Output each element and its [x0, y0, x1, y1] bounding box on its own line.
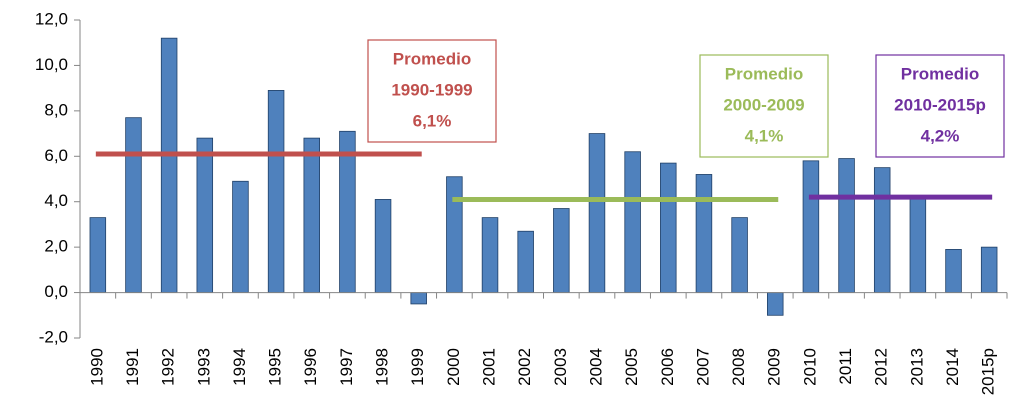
x-tick-label: 2013 — [907, 348, 926, 386]
bar — [125, 117, 142, 293]
annotation-text: 4,1% — [745, 126, 784, 145]
y-tick-label: 10,0 — [35, 55, 68, 74]
x-tick-label: 1995 — [266, 348, 285, 386]
x-tick-label: 2010 — [800, 348, 819, 386]
x-tick-label: 2015p — [979, 348, 998, 395]
bar — [945, 249, 962, 293]
y-tick-label: 2,0 — [44, 237, 68, 256]
x-tick-label: 2014 — [943, 348, 962, 386]
bar — [909, 196, 927, 293]
x-tick-label: 1991 — [123, 348, 142, 386]
x-tick-label: 2006 — [658, 348, 677, 386]
x-tick-label: 1999 — [408, 348, 427, 386]
x-tick-label: 1993 — [194, 348, 213, 386]
bar — [838, 158, 855, 293]
x-tick-label: 2009 — [765, 348, 784, 386]
annotation-text: Promedio — [393, 49, 471, 68]
bar — [89, 217, 107, 293]
y-tick-label: 4,0 — [44, 191, 68, 210]
x-tick-label: 2007 — [693, 348, 712, 386]
x-tick-label: 2002 — [515, 348, 534, 386]
x-tick-label: 1994 — [230, 348, 249, 386]
bar — [660, 162, 677, 293]
bar — [267, 90, 285, 293]
x-tick-label: 2012 — [872, 348, 891, 386]
x-tick-label: 1997 — [337, 348, 356, 386]
y-tick-label: 12,0 — [35, 9, 68, 28]
bar — [588, 133, 606, 293]
bar — [160, 37, 178, 293]
bar — [517, 230, 534, 293]
annotation-text: 2000-2009 — [723, 95, 804, 114]
annotation-box — [367, 39, 497, 143]
bar — [802, 160, 820, 293]
x-tick-label: 1990 — [87, 348, 106, 386]
annotation-box — [875, 54, 1005, 158]
annotation-box — [699, 54, 829, 158]
bar — [695, 174, 713, 293]
y-tick-label: -2,0 — [39, 327, 68, 346]
annotation-text: 6,1% — [413, 111, 452, 130]
bar — [731, 217, 748, 293]
bar — [553, 208, 570, 293]
bar — [873, 167, 891, 293]
bar — [481, 217, 499, 293]
bar — [303, 137, 320, 293]
x-tick-label: 2000 — [444, 348, 463, 386]
x-tick-label: 1992 — [159, 348, 178, 386]
x-tick-label: 1996 — [301, 348, 320, 386]
bar — [232, 180, 249, 293]
bar — [980, 246, 998, 293]
annotation-text: 4,2% — [921, 126, 960, 145]
annotation-text: Promedio — [901, 64, 979, 83]
x-tick-label: 2001 — [480, 348, 499, 386]
y-tick-label: 0,0 — [44, 282, 68, 301]
bar — [196, 137, 214, 293]
y-tick-label: 8,0 — [44, 100, 68, 119]
x-tick-label: 1998 — [373, 348, 392, 386]
annotation-text: Promedio — [725, 64, 803, 83]
bar — [446, 176, 463, 293]
x-tick-label: 2011 — [836, 348, 855, 385]
x-tick-label: 2003 — [551, 348, 570, 386]
x-tick-label: 2008 — [729, 348, 748, 386]
annotation-text: 1990-1999 — [391, 80, 472, 99]
bar — [410, 292, 427, 305]
y-tick-label: 6,0 — [44, 146, 68, 165]
annotation-text: 2010-2015p — [894, 95, 986, 114]
bar — [767, 292, 784, 316]
bar — [374, 199, 392, 293]
x-tick-label: 2005 — [622, 348, 641, 386]
x-tick-label: 2004 — [586, 348, 605, 386]
bar — [624, 151, 641, 293]
